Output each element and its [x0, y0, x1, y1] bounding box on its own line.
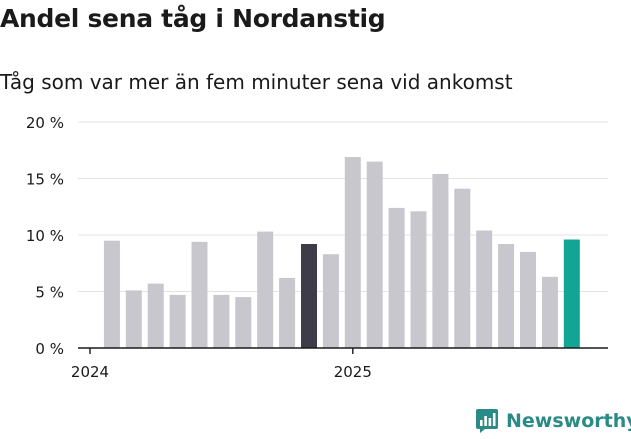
bar	[322, 254, 339, 348]
brand-name: Newsworthy	[506, 410, 631, 432]
bar	[257, 231, 274, 348]
bar	[498, 244, 515, 348]
y-tick-label: 0 %	[35, 340, 64, 358]
bar	[541, 276, 558, 348]
bar	[213, 294, 230, 348]
bar	[169, 294, 186, 348]
bar	[388, 207, 405, 348]
y-tick-label: 20 %	[26, 114, 64, 132]
gridlines	[78, 121, 608, 292]
y-tick-label: 15 %	[26, 171, 64, 189]
brand-logo: Newsworthy	[475, 408, 631, 434]
bar	[191, 241, 208, 348]
bar	[432, 174, 449, 348]
chart-subtitle: Tåg som var mer än fem minuter sena vid …	[0, 70, 513, 94]
chart-title: Andel sena tåg i Nordanstig	[0, 4, 386, 33]
bar	[410, 211, 427, 348]
bar	[301, 244, 317, 348]
bar	[344, 157, 361, 348]
y-tick-label: 5 %	[35, 284, 64, 302]
y-tick-label: 10 %	[26, 227, 64, 245]
bar	[147, 283, 164, 348]
bar	[520, 251, 536, 348]
bar	[125, 290, 142, 348]
x-tick-label: 2024	[71, 363, 109, 381]
bar	[235, 297, 252, 348]
axes: 0 % 5 % 10 % 15 % 20 % 2024 2025	[26, 114, 608, 381]
bar	[103, 240, 120, 348]
bar	[476, 230, 493, 348]
bars	[103, 157, 580, 348]
bar	[279, 277, 296, 348]
bar	[563, 239, 580, 348]
bar	[366, 161, 383, 348]
bar	[454, 188, 471, 348]
newsworthy-chart-icon	[476, 409, 498, 433]
x-tick-label: 2025	[334, 363, 372, 381]
